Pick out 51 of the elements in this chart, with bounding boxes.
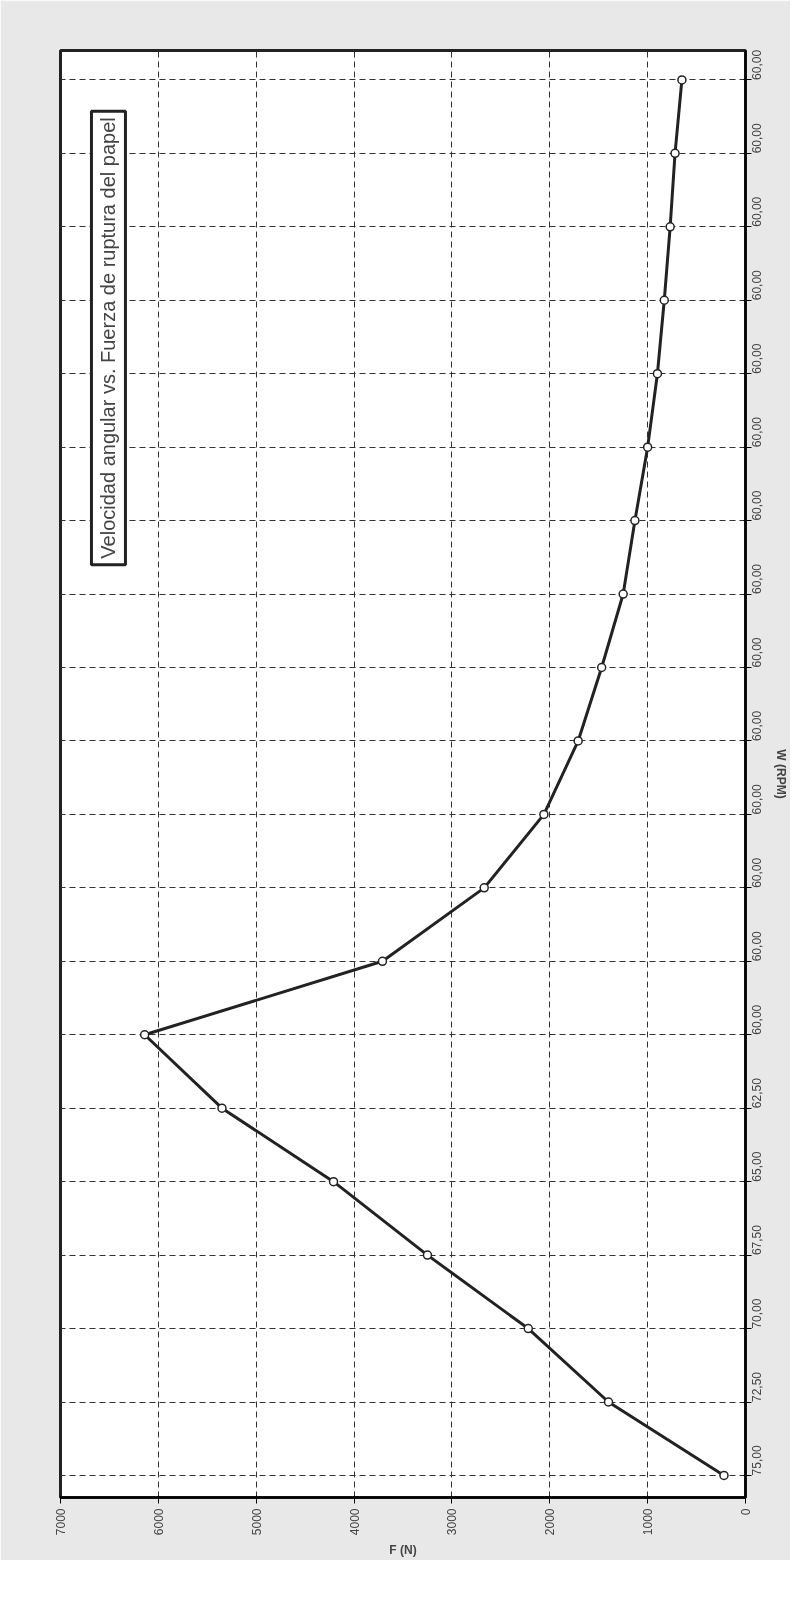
y-tick-label: 60,00 [750, 710, 764, 741]
y-tick-label: 60,00 [750, 857, 764, 888]
y-tick-label: 60,00 [750, 563, 764, 595]
y-tick-label: 60,00 [750, 416, 764, 448]
x-tick-label: 1000 [641, 1508, 656, 1536]
y-tick-label: 60,00 [750, 343, 764, 374]
y-tick-label: 60,00 [750, 196, 764, 227]
point [539, 809, 549, 820]
x-tick-label: 7000 [54, 1508, 68, 1536]
point [523, 1323, 534, 1334]
point [479, 883, 489, 893]
text: Velocidad angular vs. Fuerza de ruptura del papel [97, 117, 120, 559]
y-tick-label: 60,00 [750, 269, 764, 301]
point [618, 589, 628, 599]
point [659, 295, 670, 305]
y-tick-label: 60,00 [750, 930, 764, 962]
point [670, 148, 680, 159]
y-tick-label: 75,00 [750, 1445, 764, 1476]
x-tick-label: 3000 [445, 1508, 460, 1536]
point [665, 222, 675, 232]
y-tick-label: 60,00 [750, 784, 764, 815]
point [603, 1397, 614, 1407]
y-tick-label: 62,50 [750, 1077, 764, 1109]
y-tick-label: 60,00 [750, 490, 764, 521]
x-tick-label: 6000 [151, 1508, 166, 1536]
y-tick-label: 72,50 [750, 1371, 764, 1403]
point [422, 1250, 433, 1260]
y-tick-label: 60,00 [750, 637, 764, 668]
y-tick-label: 60,00 [750, 1004, 764, 1035]
x-tick-label: 5000 [249, 1508, 264, 1536]
point [596, 662, 607, 673]
point [677, 75, 687, 85]
x-tick-label: 4000 [347, 1508, 362, 1536]
y-tick-label: 65,00 [750, 1151, 764, 1182]
y-tick-label: 60,00 [750, 49, 764, 80]
point [377, 956, 388, 967]
point [328, 1176, 339, 1187]
point [573, 736, 583, 746]
x-tick-label: 2000 [543, 1508, 558, 1536]
y-tick-label: 70,00 [750, 1298, 764, 1329]
x-axis-title: F (N) [389, 1543, 417, 1558]
point [139, 1030, 150, 1040]
x-tick-label: 0 [739, 1508, 753, 1516]
point [719, 1470, 729, 1481]
y-axis-title: W (RPM) [773, 749, 788, 799]
point [642, 442, 653, 452]
y-tick-label: 67,50 [750, 1224, 764, 1256]
point [630, 515, 640, 526]
point [652, 368, 663, 379]
y-tick-label: 60,00 [750, 122, 764, 154]
point [217, 1103, 227, 1113]
